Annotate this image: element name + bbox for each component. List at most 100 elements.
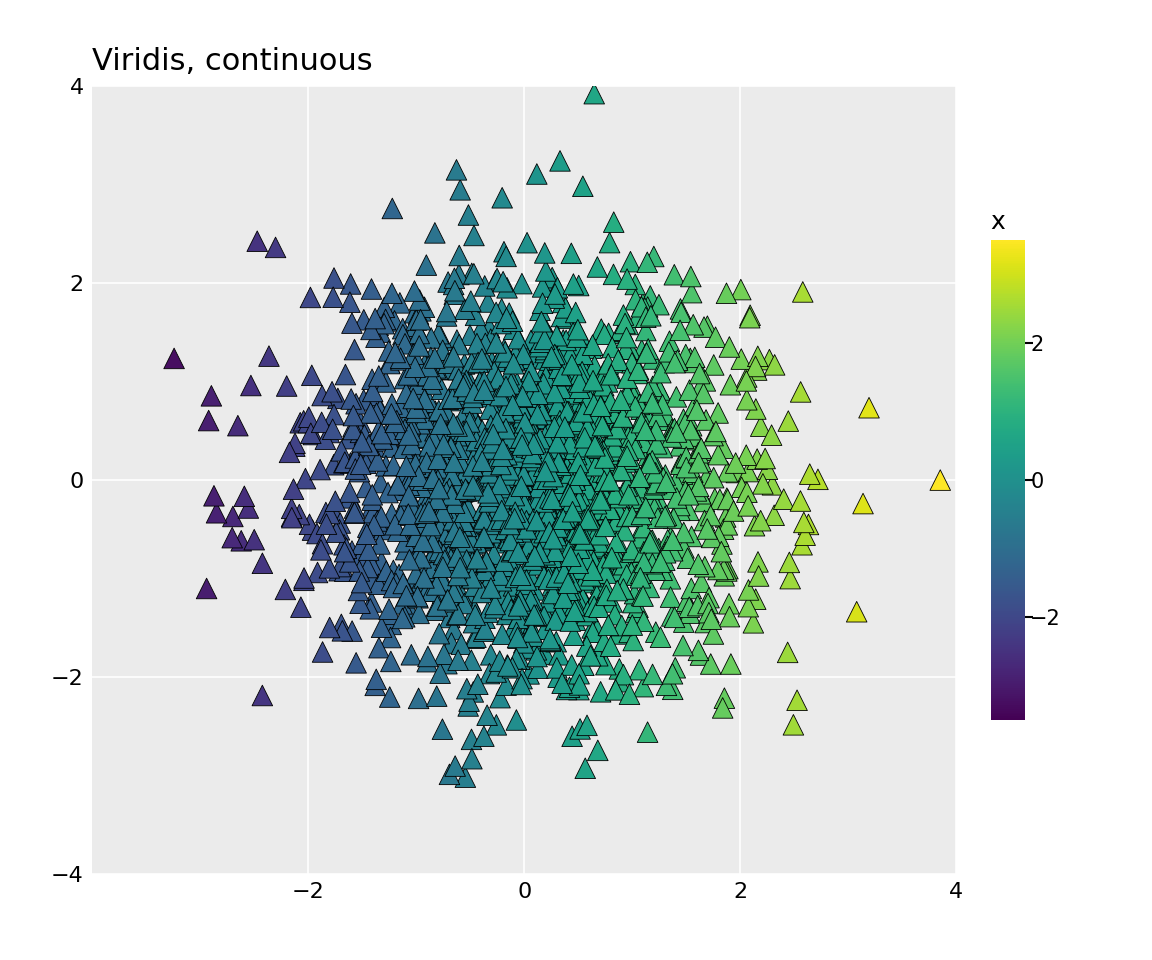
Point: [536, 332, 554, 348]
Point: [567, 476, 585, 492]
Point: [487, 271, 506, 286]
Point: [725, 503, 743, 518]
Point: [600, 235, 619, 251]
Point: [556, 510, 575, 525]
Point: [685, 397, 704, 413]
Point: [573, 532, 591, 547]
Point: [464, 537, 483, 552]
Point: [571, 468, 590, 483]
Point: [455, 391, 473, 406]
Point: [410, 582, 429, 597]
Point: [593, 418, 612, 433]
Point: [395, 371, 414, 386]
Point: [468, 522, 486, 538]
Point: [328, 391, 347, 406]
Point: [434, 504, 453, 519]
Point: [712, 544, 730, 560]
Point: [597, 446, 615, 462]
Point: [604, 503, 622, 518]
Point: [374, 316, 393, 331]
Point: [513, 671, 531, 686]
Point: [543, 434, 561, 449]
Point: [424, 535, 442, 550]
Point: [608, 583, 627, 598]
Point: [494, 274, 513, 289]
Point: [714, 521, 733, 537]
Point: [440, 420, 458, 436]
Point: [517, 425, 536, 441]
Point: [594, 378, 613, 394]
Point: [585, 438, 604, 453]
Point: [285, 482, 303, 497]
Point: [338, 540, 356, 556]
Point: [455, 514, 473, 529]
Point: [552, 404, 570, 420]
Point: [339, 431, 357, 446]
Point: [530, 557, 548, 572]
Point: [409, 479, 427, 494]
Point: [662, 609, 681, 624]
Point: [657, 508, 675, 523]
Point: [346, 462, 364, 477]
Point: [667, 474, 685, 490]
Point: [487, 304, 506, 320]
Point: [604, 459, 622, 474]
Point: [628, 427, 646, 443]
Point: [401, 517, 419, 533]
Point: [642, 452, 660, 468]
Point: [468, 551, 486, 566]
Point: [577, 638, 596, 654]
Point: [590, 534, 608, 549]
Point: [509, 585, 528, 600]
Point: [309, 564, 327, 580]
Point: [632, 588, 651, 603]
Point: [369, 453, 387, 468]
Point: [483, 458, 501, 473]
Point: [484, 565, 502, 581]
Point: [859, 400, 878, 416]
Point: [450, 393, 469, 408]
Point: [521, 453, 539, 468]
Point: [566, 604, 584, 619]
Point: [655, 407, 674, 422]
Point: [561, 442, 579, 457]
Point: [733, 480, 751, 495]
Point: [535, 525, 553, 540]
Point: [651, 630, 669, 645]
Point: [456, 465, 475, 480]
Point: [555, 520, 574, 536]
Point: [629, 556, 647, 571]
Point: [438, 656, 456, 671]
Point: [611, 490, 629, 505]
Point: [581, 575, 599, 590]
Point: [636, 422, 654, 438]
Point: [637, 413, 655, 428]
Point: [523, 350, 541, 366]
Point: [362, 322, 380, 337]
Point: [532, 403, 551, 419]
Point: [470, 374, 488, 390]
Point: [457, 525, 476, 540]
Point: [794, 284, 812, 300]
Point: [445, 385, 463, 400]
Point: [642, 533, 660, 548]
Point: [520, 398, 538, 414]
Point: [575, 658, 593, 673]
Point: [583, 400, 601, 416]
Point: [406, 359, 424, 374]
Point: [462, 294, 480, 309]
Point: [630, 469, 649, 485]
Point: [593, 502, 612, 517]
Point: [325, 271, 343, 286]
Point: [592, 322, 611, 337]
Point: [607, 405, 626, 420]
Point: [581, 600, 599, 615]
Point: [456, 545, 475, 561]
Point: [564, 579, 583, 594]
Point: [374, 522, 393, 538]
Point: [465, 631, 484, 646]
Point: [472, 479, 491, 494]
Point: [604, 428, 622, 444]
Point: [528, 428, 546, 444]
Point: [558, 542, 576, 558]
